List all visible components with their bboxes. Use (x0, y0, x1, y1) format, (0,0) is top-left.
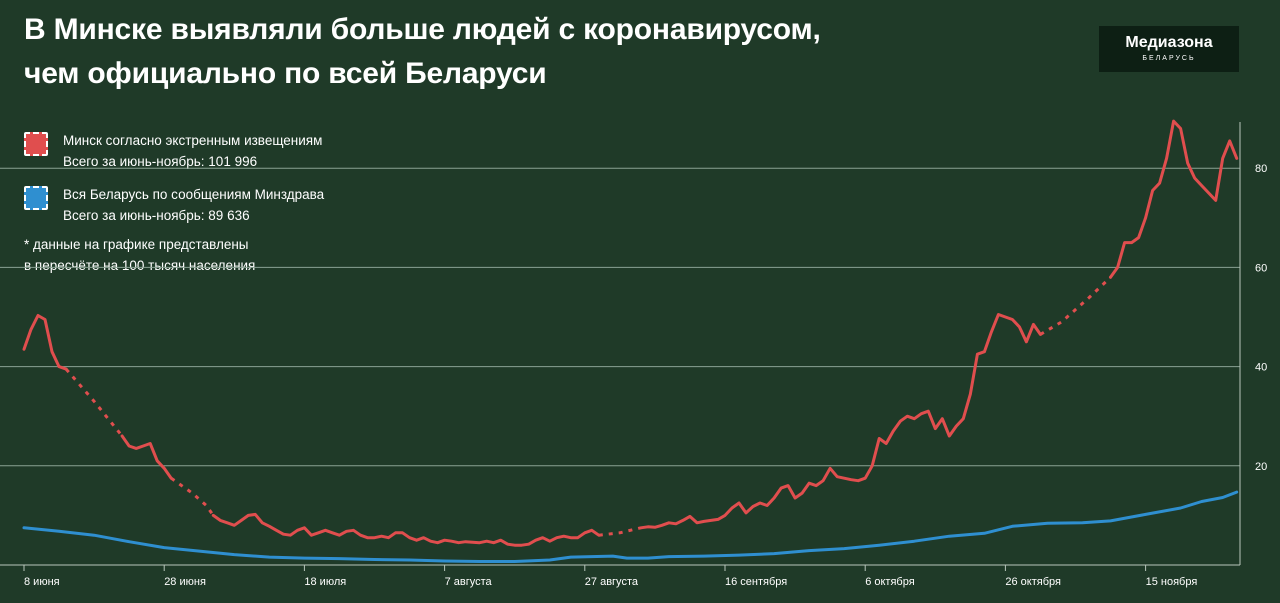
legend-swatch-minsk (24, 132, 48, 156)
x-tick-label: 26 октября (1005, 576, 1061, 588)
x-tick-label: 28 июня (164, 576, 206, 588)
y-tick-label: 40 (1255, 362, 1267, 374)
footnote: * данные на графике представлены в перес… (24, 234, 255, 276)
x-axis: 8 июня 28 июня 18 июля 7 августа 27 августа 1… (23, 565, 1198, 588)
x-tick-label: 16 сентября (725, 576, 787, 588)
series-gap-minsk (1039, 276, 1112, 336)
y-axis: 20 40 60 80 (1255, 163, 1267, 473)
series-line-minsk (120, 434, 173, 480)
y-tick-label: 80 (1255, 163, 1267, 175)
legend-swatch-belarus (24, 186, 48, 210)
title-line-2: чем официально по всей Беларуси (24, 57, 547, 90)
legend-text-minsk: Минск согласно экстренным извещениям Все… (63, 130, 322, 172)
series-gap-minsk (170, 476, 215, 517)
x-tick-label: 8 июня (24, 576, 60, 588)
legend-label-belarus: Вся Беларусь по сообщениям Минздрава (63, 187, 325, 202)
legend-label-minsk: Минск согласно экстренным извещениям (63, 133, 323, 148)
logo-main-text: Медиазона (1125, 34, 1213, 51)
mediazona-logo[interactable]: Медиазона БЕЛАРУСЬ (1099, 26, 1239, 72)
logo-sub-text: БЕЛАРУСЬ (1142, 55, 1196, 62)
series-line-minsk (1109, 119, 1239, 279)
footnote-line-2: в пересчёте на 100 тысяч населения (24, 258, 256, 273)
title-line-1: В Минске выявляли больше людей с коронав… (24, 13, 821, 46)
y-tick-label: 60 (1255, 262, 1267, 274)
x-tick-label: 15 ноября (1146, 576, 1198, 588)
series-layer (22, 119, 1239, 563)
legend-total-minsk: Всего за июнь-ноябрь: 101 996 (63, 154, 258, 169)
series-line-minsk (211, 512, 601, 547)
chart-title: В Минске выявляли больше людей с коронав… (24, 8, 1064, 96)
x-tick-label: 7 августа (445, 576, 493, 588)
x-tick-label: 6 октября (865, 576, 915, 588)
series-line-minsk (22, 314, 68, 371)
series-line-minsk (639, 313, 1042, 530)
grid-layer (0, 122, 1241, 566)
series-gap-minsk (598, 526, 642, 537)
series-gap-minsk (64, 368, 124, 437)
footnote-line-1: * данные на графике представлены (24, 237, 249, 252)
x-tick-label: 18 июля (304, 576, 346, 588)
legend-text-belarus: Вся Беларусь по сообщениям Минздрава Все… (63, 184, 324, 226)
series-line-belarus (22, 490, 1239, 563)
legend-total-belarus: Всего за июнь-ноябрь: 89 636 (63, 208, 250, 223)
x-tick-label: 27 августа (585, 576, 639, 588)
y-tick-label: 20 (1255, 461, 1267, 473)
